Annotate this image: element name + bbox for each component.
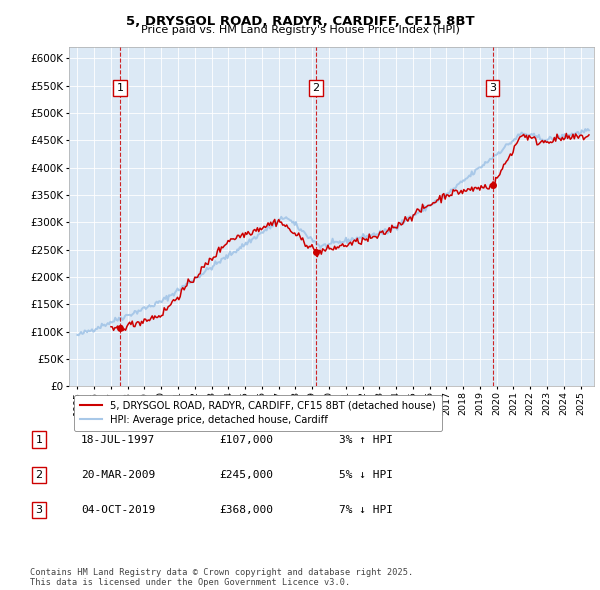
Text: £245,000: £245,000 [219,470,273,480]
Text: 18-JUL-1997: 18-JUL-1997 [81,435,155,444]
Legend: 5, DRYSGOL ROAD, RADYR, CARDIFF, CF15 8BT (detached house), HPI: Average price, : 5, DRYSGOL ROAD, RADYR, CARDIFF, CF15 8B… [74,395,442,431]
Text: 3: 3 [35,506,43,515]
Text: 5, DRYSGOL ROAD, RADYR, CARDIFF, CF15 8BT: 5, DRYSGOL ROAD, RADYR, CARDIFF, CF15 8B… [125,15,475,28]
Text: Price paid vs. HM Land Registry's House Price Index (HPI): Price paid vs. HM Land Registry's House … [140,25,460,35]
Text: £107,000: £107,000 [219,435,273,444]
Text: 20-MAR-2009: 20-MAR-2009 [81,470,155,480]
Text: £368,000: £368,000 [219,506,273,515]
Text: 2: 2 [313,83,319,93]
Text: 1: 1 [35,435,43,444]
Text: Contains HM Land Registry data © Crown copyright and database right 2025.
This d: Contains HM Land Registry data © Crown c… [30,568,413,587]
Text: 5% ↓ HPI: 5% ↓ HPI [339,470,393,480]
Text: 2: 2 [35,470,43,480]
Text: 3% ↑ HPI: 3% ↑ HPI [339,435,393,444]
Text: 04-OCT-2019: 04-OCT-2019 [81,506,155,515]
Text: 1: 1 [116,83,124,93]
Text: 7% ↓ HPI: 7% ↓ HPI [339,506,393,515]
Text: 3: 3 [489,83,496,93]
